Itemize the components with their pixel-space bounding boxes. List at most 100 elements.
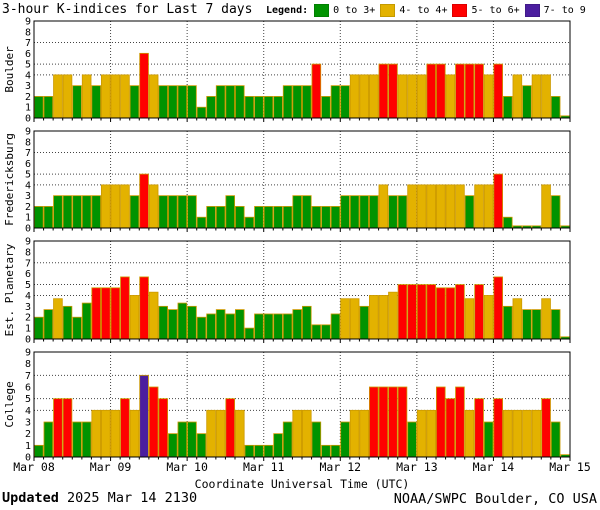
k-index-bars: [34, 276, 571, 340]
k-index-bar: [388, 63, 398, 119]
k-index-bar: [177, 421, 188, 458]
day-gridlines: [110, 131, 494, 228]
k-index-bar: [311, 206, 322, 229]
k-index-bar: [512, 298, 523, 340]
k-index-bar: [359, 195, 369, 229]
k-index-bar: [53, 74, 63, 119]
k-index-bar: [493, 173, 503, 229]
y-tick-label: 8: [25, 247, 31, 258]
y-tick-label: 8: [25, 137, 31, 148]
y-tick-label: 2: [25, 429, 31, 440]
k-index-bar: [474, 184, 484, 229]
k-index-bar: [474, 398, 484, 458]
chart-title: 3-hour K-indices for Last 7 days: [2, 2, 253, 17]
k-index-bar: [483, 421, 494, 458]
k-index-bar: [148, 184, 159, 229]
k-index-bar: [464, 298, 475, 340]
k-index-bar: [483, 184, 494, 229]
y-tick-label: 6: [25, 49, 31, 60]
k-index-bar: [330, 444, 341, 458]
k-index-bar: [101, 409, 111, 458]
y-tick-label: 7: [25, 148, 31, 159]
k-index-bar: [416, 184, 427, 229]
k-index-bar: [244, 444, 255, 458]
k-index-bar: [502, 305, 513, 340]
k-index-bar: [445, 398, 456, 458]
k-index-bar: [187, 195, 197, 229]
k-index-bar: [388, 386, 398, 458]
k-index-bar: [282, 421, 293, 458]
y-tick-label: 2: [25, 92, 31, 103]
k-index-bar: [330, 85, 341, 119]
legend-item-label-severe: 7- to 9: [543, 5, 586, 16]
k-index-bar: [483, 74, 494, 119]
k-index-bar: [263, 96, 274, 119]
k-index-bar: [464, 195, 475, 229]
k-index-bar: [34, 444, 44, 458]
y-tick-label: 3: [25, 302, 31, 313]
y-tick-label: 6: [25, 159, 31, 170]
k-index-bar: [531, 409, 542, 458]
k-index-bar: [215, 206, 226, 229]
station-label-fredericksburg: Fredericksburg: [3, 133, 16, 226]
y-tick-label: 7: [25, 371, 31, 382]
legend-item-severe: 7- to 9: [524, 4, 586, 17]
k-index-bar: [541, 298, 551, 340]
k-index-bar: [464, 409, 475, 458]
credit-text: NOAA/SWPC Boulder, CO USA: [393, 491, 597, 507]
y-tick-label: 5: [25, 170, 31, 181]
k-index-bar: [311, 63, 322, 119]
k-index-bar: [340, 85, 350, 119]
k-index-bar: [120, 184, 130, 229]
k-index-bar: [206, 313, 216, 340]
k-index-bar: [330, 206, 341, 229]
k-index-bar: [244, 216, 255, 229]
k-index-bar: [139, 374, 149, 458]
k-index-bar: [72, 195, 82, 229]
y-tick-label: 4: [25, 406, 31, 417]
k-index-bar: [301, 85, 312, 119]
k-index-bar: [81, 195, 92, 229]
y-tick-label: 3: [25, 81, 31, 92]
k-index-bar: [254, 206, 264, 229]
k-index-bar: [378, 184, 389, 229]
x-tick-label: Mar 12: [320, 460, 362, 474]
y-tick-label: 4: [25, 70, 31, 81]
k-index-bar: [359, 74, 369, 119]
k-index-bar: [273, 313, 283, 340]
k-index-bar: [340, 421, 350, 458]
k-index-bar: [445, 184, 456, 229]
k-index-bar: [196, 316, 207, 340]
k-index-bar: [81, 421, 92, 458]
legend-swatch-red: [452, 4, 468, 17]
k-index-bar: [187, 85, 197, 119]
k-index-bar: [120, 74, 130, 119]
k-index-bar: [397, 386, 408, 458]
k-index-bar: [493, 276, 503, 340]
k-index-bar: [550, 309, 561, 340]
k-index-bar: [321, 324, 331, 340]
k-index-bar: [139, 173, 149, 229]
k-index-bar: [148, 74, 159, 119]
k-index-bar: [254, 96, 264, 119]
k-index-bar: [91, 85, 102, 119]
k-index-bar: [359, 409, 369, 458]
k-index-bar: [493, 398, 503, 458]
k-index-bar: [368, 386, 379, 458]
x-tick-label: Mar 15: [549, 460, 591, 474]
y-tick-label: 4: [25, 291, 31, 302]
k-index-bar: [110, 287, 121, 340]
k-index-bar: [416, 284, 427, 340]
y-tick-label: 0: [25, 453, 31, 464]
k-index-bar: [282, 85, 293, 119]
k-index-bar: [407, 74, 417, 119]
k-index-bar: [177, 302, 188, 340]
k-index-bar: [522, 309, 532, 340]
k-index-bar: [158, 398, 169, 458]
x-ticks: [33, 457, 571, 461]
k-index-bar: [167, 195, 178, 229]
